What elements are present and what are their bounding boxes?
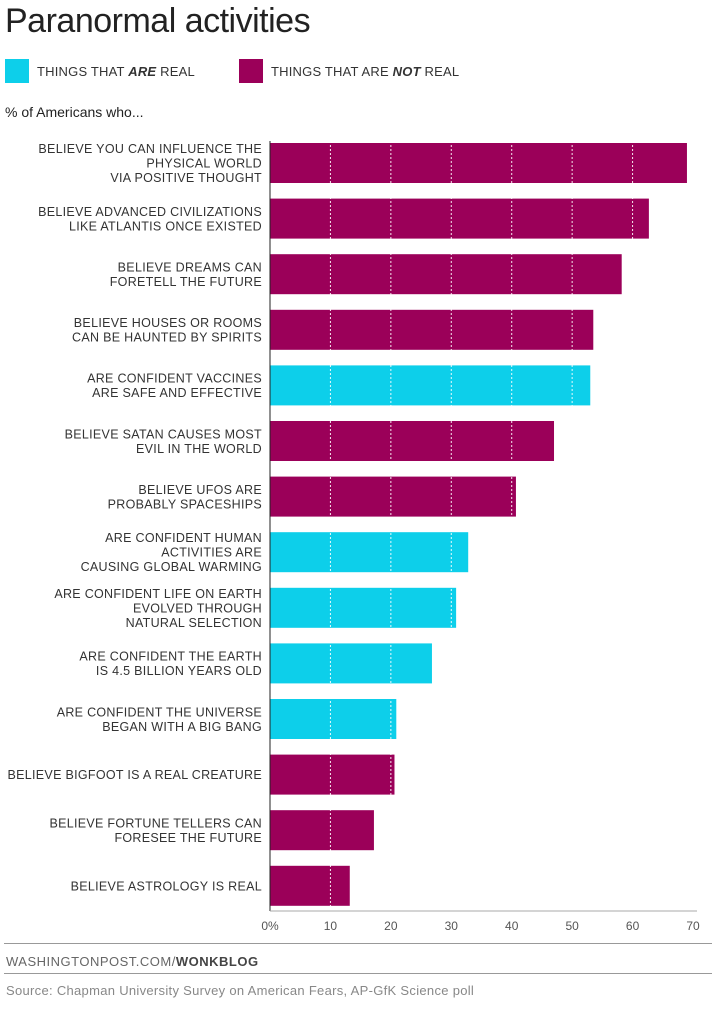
bar-3 (270, 254, 622, 295)
category-label-12: BELIEVE BIGFOOT IS A REAL CREATURE (8, 768, 263, 782)
category-label-13: BELIEVE FORTUNE TELLERS CAN FORESEE THE F… (49, 816, 262, 845)
chart-title: Paranormal activities (5, 2, 311, 40)
bar-12 (270, 754, 395, 795)
x-tick-label-0: 0% (261, 919, 279, 933)
x-tick-label-7: 70 (686, 919, 700, 933)
x-tick-label-5: 50 (565, 919, 579, 933)
x-tick-label-4: 40 (505, 919, 519, 933)
category-label-3: BELIEVE DREAMS CAN FORETELL THE FUTURE (110, 260, 262, 289)
category-label-10: ARE CONFIDENT THE EARTH IS 4.5 BILLION YE… (79, 650, 262, 679)
category-label-11: ARE CONFIDENT THE UNIVERSE BEGAN WITH A B… (57, 705, 262, 734)
legend-label-real: THINGS THAT ARE REAL (37, 63, 195, 79)
bar-9 (270, 587, 457, 628)
x-tick-label-2: 20 (384, 919, 398, 933)
category-label-2: BELIEVE ADVANCED CIVILIZATIONS LIKE ATLAN… (38, 205, 262, 234)
bar-14 (270, 865, 350, 906)
bar-2 (270, 198, 649, 239)
bar-8 (270, 532, 469, 573)
category-label-4: BELIEVE HOUSES OR ROOMS CAN BE HAUNTED BY… (72, 316, 262, 345)
x-tick-label-6: 60 (626, 919, 640, 933)
bar-10 (270, 643, 432, 684)
category-label-6: BELIEVE SATAN CAUSES MOST EVIL IN THE WOR… (65, 427, 262, 456)
footer-divider (4, 943, 712, 944)
bar-7 (270, 476, 516, 517)
bar-4 (270, 309, 594, 350)
category-label-7: BELIEVE UFOS ARE PROBABLY SPACESHIPS (108, 483, 262, 512)
bar-6 (270, 421, 555, 461)
legend-swatch-real (5, 59, 29, 83)
legend-swatch-not-real (239, 59, 263, 83)
category-label-5: ARE CONFIDENT VACCINES ARE SAFE AND EFFEC… (87, 372, 262, 401)
category-label-8: ARE CONFIDENT HUMAN ACTIVITIES ARE CAUSING… (81, 531, 262, 574)
legend-item-real: THINGS THAT ARE REAL (5, 59, 195, 83)
category-label-1: BELIEVE YOU CAN INFLUENCE THE PHYSICAL WO… (38, 142, 262, 185)
bar-13 (270, 810, 374, 851)
legend-item-not-real: THINGS THAT ARE NOT REAL (239, 59, 459, 83)
category-label-9: ARE CONFIDENT LIFE ON EARTH EVOLVED THROU… (54, 587, 262, 630)
x-tick-label-3: 30 (445, 919, 459, 933)
bar-chart: BELIEVE YOU CAN INFLUENCE THE PHYSICAL WO… (8, 141, 700, 933)
legend-label-not-real: THINGS THAT ARE NOT REAL (271, 63, 460, 79)
bar-11 (270, 699, 397, 739)
chart-subhead: % of Americans who... (5, 104, 144, 120)
category-label-14: BELIEVE ASTROLOGY IS REAL (71, 879, 262, 893)
bar-5 (270, 365, 591, 406)
credit-line: WASHINGTONPOST.COM/WONKBLOG (6, 954, 259, 969)
bar-1 (270, 143, 687, 183)
x-tick-label-1: 10 (324, 919, 338, 933)
footer-divider-2 (4, 973, 712, 974)
source-note: Source: Chapman University Survey on Ame… (6, 983, 475, 998)
